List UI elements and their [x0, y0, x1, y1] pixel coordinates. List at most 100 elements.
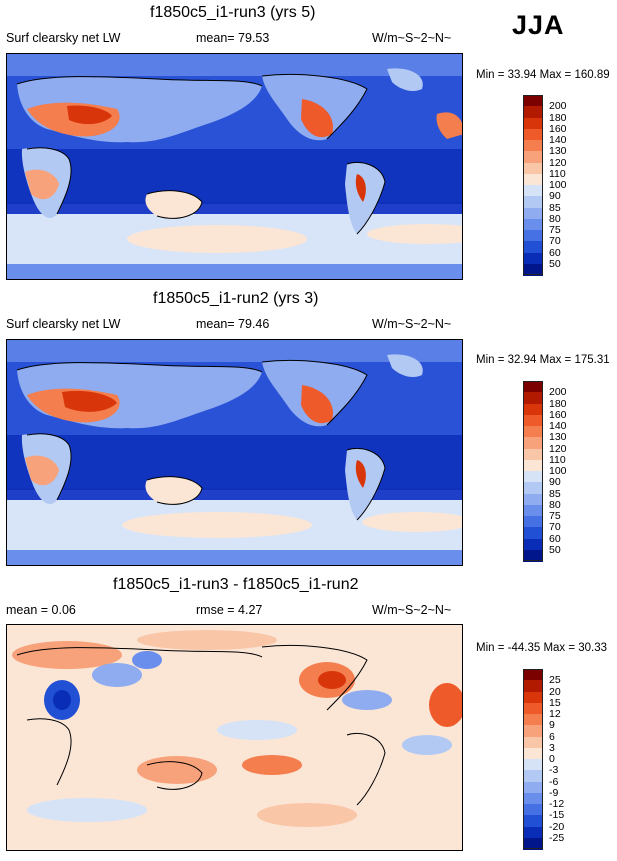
panel2-colorbar-tick-label: 100 [549, 465, 567, 477]
panel2-colorbar-tick-label: 160 [549, 408, 567, 421]
panel1-colorbar-swatch [523, 207, 543, 220]
panel3-colorbar-tick-label: 15 [549, 696, 561, 709]
panel2-colorbar-frame [523, 381, 543, 561]
panel1-units-label: W/m~S~2~N~ [372, 31, 452, 45]
panel2-minmax: Min = 32.94 Max = 175.31 [476, 354, 610, 366]
panel1-map-svg [7, 54, 462, 279]
panel2-units-label: W/m~S~2~N~ [372, 317, 452, 331]
panel3-colorbar-swatch [523, 736, 543, 749]
panel1-colorbar-tick-label: 200 [549, 100, 567, 113]
panel1-colorbar-tick-label: 130 [549, 145, 567, 158]
panel1-colorbar-tick-label: 160 [549, 122, 567, 135]
panel2-mean-label: mean= 79.46 [196, 317, 270, 331]
panel2-colorbar-swatch [523, 459, 543, 472]
panel3-colorbar-swatch [523, 792, 543, 805]
panel2-colorbar-swatch [523, 448, 543, 461]
panel1-colorbar-tick-label: 120 [549, 156, 567, 169]
panel3-colorbar-tick-label: -20 [549, 820, 565, 833]
panel2-colorbar-tick-label: 130 [549, 431, 567, 444]
panel3-colorbar-tick-label: -25 [549, 831, 565, 844]
panel2-colorbar-swatch [523, 527, 543, 539]
panel1-colorbar-swatch [523, 252, 543, 265]
panel1-colorbar-swatch [523, 151, 543, 163]
panel3-colorbar-swatch [523, 826, 543, 839]
panel2-colorbar-swatch [523, 504, 543, 517]
panel1-colorbar-tick-label: 70 [549, 235, 561, 248]
panel2-colorbar-tick-label: 60 [549, 532, 561, 545]
panel2-colorbar-tick-label: 50 [549, 543, 561, 556]
panel1-colorbar-tick-label: 80 [549, 212, 561, 225]
panel1-colorbar-tick-label: 90 [549, 190, 561, 203]
panel2-title: f1850c5_i1-run2 (yrs 3) [153, 290, 319, 307]
panel2-colorbar-swatch [523, 403, 543, 416]
panel2-colorbar-tick-label: 75 [549, 510, 561, 522]
panel3-colorbar-swatch [523, 680, 543, 692]
panel3-colorbar-tick-label: 9 [549, 719, 555, 732]
panel3-map-svg [7, 625, 462, 850]
panel2-colorbar-tick-label: 140 [549, 420, 567, 432]
panel1-colorbar-swatch [523, 263, 543, 276]
panel3-colorbar-tick-label: 0 [549, 753, 555, 765]
panel1-colorbar-swatch [523, 140, 543, 152]
panel1-mean-label: mean= 79.53 [196, 31, 270, 45]
panel3-colorbar-swatch [523, 770, 543, 782]
panel3-colorbar-swatch [523, 837, 543, 850]
panel2-colorbar-tick-label: 200 [549, 386, 567, 399]
panel2-colorbar-swatch [523, 471, 543, 483]
panel3-colorbar-swatch [523, 781, 543, 794]
panel3-colorbar-swatch [523, 714, 543, 726]
panel3-map [6, 624, 463, 851]
panel3-units-label: W/m~S~2~N~ [372, 603, 452, 617]
panel1-colorbar-swatch [523, 218, 543, 231]
panel2-colorbar-tick-label: 85 [549, 487, 561, 500]
panel1-colorbar-swatch [523, 230, 543, 242]
panel3-colorbar-tick-label: 6 [549, 730, 555, 743]
panel3-colorbar-tick-label: 25 [549, 674, 561, 687]
panel3-colorbar-tick-label: 3 [549, 741, 555, 754]
panel1-title: f1850c5_i1-run3 (yrs 5) [150, 4, 316, 21]
panel3-colorbar-swatch [523, 691, 543, 704]
panel1-colorbar-swatch [523, 128, 543, 141]
panel3-colorbar-tick-label: -3 [549, 764, 559, 777]
panel1-colorbar-swatch [523, 196, 543, 208]
panel3-colorbar-tick-label: -9 [549, 786, 559, 799]
panel3-colorbar-tick-label: 12 [549, 708, 561, 720]
panel2-colorbar-swatch [523, 482, 543, 494]
panel3-colorbar-tick-label: 20 [549, 685, 561, 698]
panel1-colorbar-tick-label: 60 [549, 246, 561, 259]
panel1-minmax: Min = 33.94 Max = 160.89 [476, 69, 610, 81]
panel1-colorbar-swatch [523, 173, 543, 186]
panel1-variable-label: Surf clearsky net LW [6, 31, 121, 45]
panel3-colorbar-tick-label: -12 [549, 798, 565, 810]
panel2-colorbar-swatch [523, 414, 543, 427]
panel3-minmax: Min = -44.35 Max = 30.33 [476, 642, 608, 654]
panel2-colorbar-tick-label: 110 [549, 453, 566, 466]
panel1-colorbar-tick-label: 50 [549, 257, 561, 270]
panel1-colorbar-swatch [523, 162, 543, 175]
panel2-map-svg [7, 340, 462, 565]
panel3-mean-label: mean = 0.06 [6, 603, 76, 617]
panel3-colorbar-tick-label: -6 [549, 775, 559, 788]
panel1-colorbar-frame [523, 95, 543, 275]
panel3-colorbar-tick-label: -15 [549, 809, 565, 822]
panel1-map [6, 53, 463, 280]
panel2-colorbar-swatch [523, 426, 543, 438]
panel2-colorbar-tick-label: 70 [549, 521, 561, 534]
panel2-colorbar-swatch [523, 516, 543, 528]
panel3-colorbar-swatch [523, 747, 543, 760]
panel1-colorbar-swatch [523, 95, 543, 107]
panel2-colorbar-swatch [523, 392, 543, 404]
panel3-title: f1850c5_i1-run3 - f1850c5_i1-run2 [113, 576, 359, 593]
panel3-colorbar-swatch [523, 725, 543, 737]
panel2-colorbar-swatch [523, 381, 543, 393]
panel1-colorbar-swatch [523, 106, 543, 118]
panel3-colorbar-swatch [523, 759, 543, 771]
panel2-variable-label: Surf clearsky net LW [6, 317, 121, 331]
panel1-colorbar-tick-label: 100 [549, 179, 567, 191]
panel2-colorbar-tick-label: 180 [549, 397, 567, 410]
panel3-colorbar-swatch [523, 815, 543, 827]
panel3-colorbar-swatch [523, 669, 543, 681]
panel1-colorbar-tick-label: 110 [549, 167, 566, 180]
panel3-rmse-label: rmse = 4.27 [196, 603, 263, 617]
panel1-colorbar-tick-label: 85 [549, 201, 561, 214]
